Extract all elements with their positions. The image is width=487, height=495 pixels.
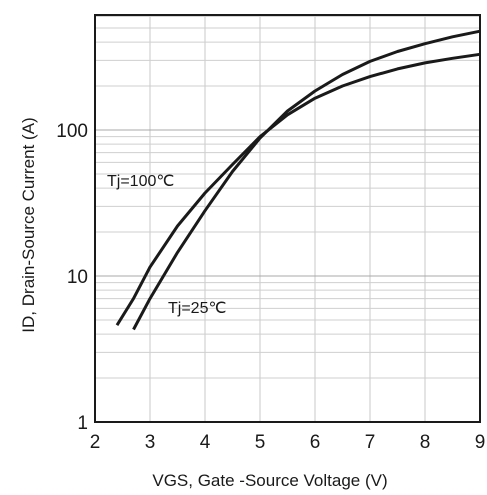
- series-line-1: [132, 29, 481, 331]
- x-tick-label: 3: [145, 432, 156, 453]
- x-tick-label: 4: [200, 432, 211, 453]
- x-tick-label: 5: [255, 432, 266, 453]
- y-tick-label: 1: [77, 413, 88, 434]
- x-tick-label: 6: [310, 432, 321, 453]
- y-tick-labels: 1 10 100: [56, 121, 88, 434]
- annotation-tj-100: Tj=100℃: [107, 173, 174, 190]
- x-axis-title: VGS, Gate -Source Voltage (V): [152, 471, 387, 490]
- y-tick-label: 100: [56, 121, 88, 142]
- x-tick-labels: 2 3 4 5 6 7 8 9: [90, 432, 486, 453]
- series-group: [115, 29, 481, 331]
- x-tick-label: 2: [90, 432, 101, 453]
- x-tick-label: 8: [420, 432, 431, 453]
- series-line-0: [115, 52, 481, 326]
- plot-frame: [94, 14, 481, 423]
- y-tick-label: 10: [67, 267, 88, 288]
- x-tick-label: 7: [365, 432, 376, 453]
- grid: [94, 15, 481, 423]
- annotation-tj-25: Tj=25℃: [168, 300, 226, 317]
- x-tick-label: 9: [475, 432, 486, 453]
- y-axis-title: ID, Drain-Source Current (A): [19, 117, 38, 332]
